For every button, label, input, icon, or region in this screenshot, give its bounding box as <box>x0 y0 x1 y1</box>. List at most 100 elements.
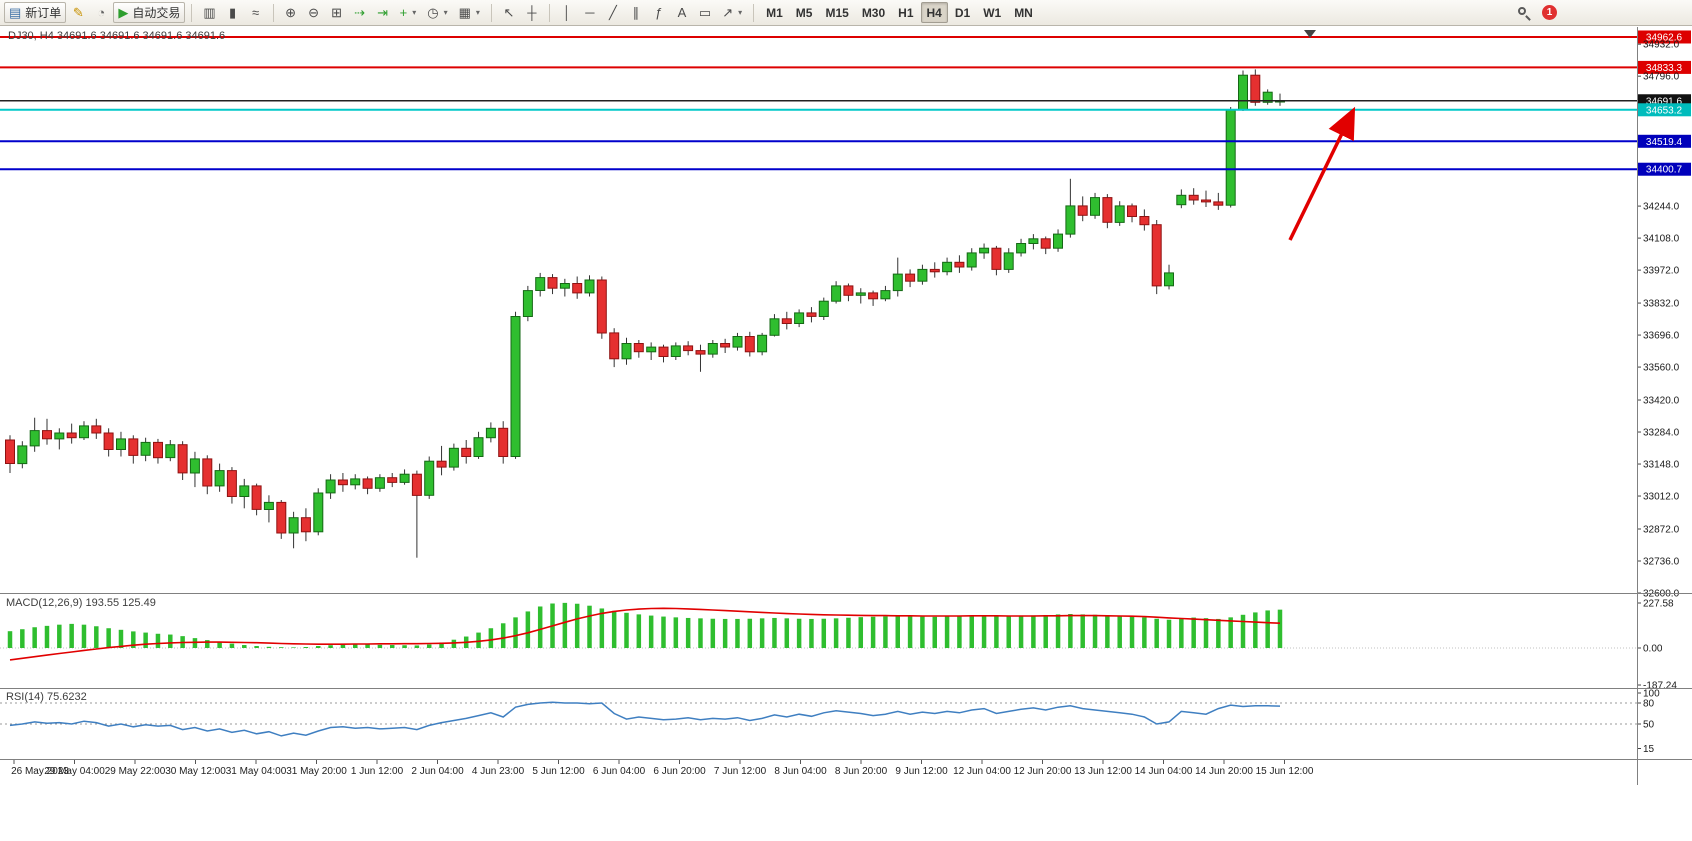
timeframe-m15-button-label: M15 <box>825 5 849 20</box>
periods-button[interactable]: ◷ ▾ <box>422 2 452 23</box>
chart-shift-icon: ⇥ <box>377 5 389 20</box>
candle-body <box>103 432 114 450</box>
candle-body <box>732 336 743 348</box>
price-badge-value: 34653.2 <box>1646 105 1683 116</box>
chart-shift-button[interactable]: ⇥ <box>372 2 394 23</box>
price-axis-label: 33284.0 <box>1643 428 1680 439</box>
candle-body <box>979 247 990 254</box>
new-order-button[interactable]: ▤ 新订单 <box>4 2 67 23</box>
candle-body <box>313 492 324 533</box>
timeframe-d1-button[interactable]: D1 <box>949 2 976 23</box>
candle-body <box>337 479 348 486</box>
zoom-in-button[interactable]: ⊕ <box>280 2 302 23</box>
indicators-icon: + <box>399 5 408 20</box>
horizontal-line-34833.3[interactable]: 34833.3 <box>0 60 1691 74</box>
text-label-button[interactable]: ▭ <box>694 2 716 23</box>
horizontal-line-34653.2[interactable]: 34653.2 <box>0 103 1691 117</box>
timeframe-m5-button[interactable]: M5 <box>790 2 819 23</box>
templates-icon: ▦ <box>458 5 471 20</box>
timeframe-m15-button[interactable]: M15 <box>819 2 854 23</box>
time-axis-label: 9 Jun 12:00 <box>895 766 948 777</box>
candle-body <box>1003 252 1014 270</box>
candle-body <box>239 485 250 497</box>
indicators-button-dropdown[interactable]: ▾ <box>412 8 417 17</box>
candle-body <box>1139 216 1150 226</box>
timeframe-m30-button[interactable]: M30 <box>856 2 891 23</box>
periods-button-dropdown[interactable]: ▾ <box>443 8 448 17</box>
templates-button[interactable]: ▦ ▾ <box>454 2 485 23</box>
horizontal-line-34400.7[interactable]: 34400.7 <box>0 162 1691 176</box>
templates-button-dropdown[interactable]: ▾ <box>475 8 480 17</box>
candle-body <box>658 346 669 358</box>
timeframe-h1-button-label: H1 <box>898 5 914 20</box>
trend-arrow[interactable] <box>1288 106 1356 241</box>
price-axis-label: 33148.0 <box>1643 460 1680 471</box>
equidistant-channel-button[interactable]: ∥ <box>625 2 647 23</box>
auto-scroll-button[interactable]: ⇢ <box>349 2 371 23</box>
search-button[interactable] <box>1511 2 1537 23</box>
trendline-button[interactable]: ╱ <box>602 2 624 23</box>
timeframe-h4-button[interactable]: H4 <box>920 2 948 23</box>
candle-body <box>214 470 225 487</box>
candle-body <box>609 332 620 360</box>
text-button[interactable]: A <box>671 2 693 23</box>
price-axis-label: 34108.0 <box>1643 234 1680 245</box>
candle-body <box>966 252 977 268</box>
candle-body <box>929 268 940 273</box>
crosshair-button[interactable]: ┼ <box>521 2 543 23</box>
tile-windows-button[interactable]: ⊞ <box>326 2 348 23</box>
arrows-button[interactable]: ↗ ▾ <box>717 2 747 23</box>
text-icon: A <box>677 5 687 20</box>
price-axis[interactable]: 34932.0 34796.0 34244.0 34108.0 33972.0 33832… <box>1637 40 1680 600</box>
candle-body <box>5 439 15 464</box>
candle-body <box>399 473 410 483</box>
timeframe-h4-button-label: H4 <box>926 5 942 20</box>
candle-body <box>843 285 854 296</box>
fibonacci-button[interactable]: ƒ <box>648 2 670 23</box>
price-badge <box>1638 103 1691 117</box>
timeframe-h1-button[interactable]: H1 <box>892 2 919 23</box>
candle-body <box>905 273 916 282</box>
candle-body <box>892 273 903 292</box>
candle-body <box>177 444 188 474</box>
indicators-button[interactable]: + ▾ <box>395 2 422 23</box>
metaeditor-icon: ✎ <box>72 5 84 20</box>
data-window-icon: ◔ <box>97 5 106 20</box>
line-chart-button[interactable]: ≈ <box>245 2 267 23</box>
timeframe-mn-button[interactable]: MN <box>1008 2 1039 23</box>
horizontal-line-button[interactable]: ─ <box>579 2 601 23</box>
candle-body <box>633 343 644 353</box>
crosshair-icon: ┼ <box>527 5 537 20</box>
chart-shift-marker[interactable] <box>1304 30 1316 38</box>
candle-body <box>128 438 139 456</box>
horizontal-line-34962.6[interactable]: 34962.6 <box>0 30 1691 44</box>
notification-badge[interactable]: 1 <box>1542 5 1557 20</box>
zoom-out-button[interactable]: ⊖ <box>303 2 325 23</box>
tile-windows-icon: ⊞ <box>331 5 343 20</box>
candle-body <box>584 279 595 294</box>
candlestick-icon: ▮ <box>229 5 237 20</box>
cursor-button[interactable]: ↖ <box>498 2 520 23</box>
bar-chart-button[interactable]: ▥ <box>198 2 220 23</box>
arrows-button-dropdown[interactable]: ▾ <box>738 8 743 17</box>
horizontal-line-34519.4[interactable]: 34519.4 <box>0 134 1691 148</box>
bar-chart-icon: ▥ <box>203 5 216 20</box>
timeframe-m1-button[interactable]: M1 <box>760 2 789 23</box>
toolbar-separator <box>490 3 492 22</box>
timeframe-w1-button[interactable]: W1 <box>977 2 1007 23</box>
autotrading-button[interactable]: ▶ 自动交易 <box>113 2 186 23</box>
price-badge <box>1638 60 1691 74</box>
data-window-button[interactable]: ◔ <box>90 2 112 23</box>
candle-body <box>374 477 385 489</box>
candle-body <box>781 318 792 324</box>
candle-body <box>942 261 953 273</box>
vertical-line-button[interactable]: │ <box>556 2 578 23</box>
price-axis-label: 33012.0 <box>1643 492 1680 503</box>
metaeditor-button[interactable]: ✎ <box>67 2 89 23</box>
candlestick-chart-button[interactable]: ▮ <box>222 2 244 23</box>
rsi-scale-label: 80 <box>1643 699 1655 710</box>
rsi-scale-label: 15 <box>1643 744 1655 755</box>
